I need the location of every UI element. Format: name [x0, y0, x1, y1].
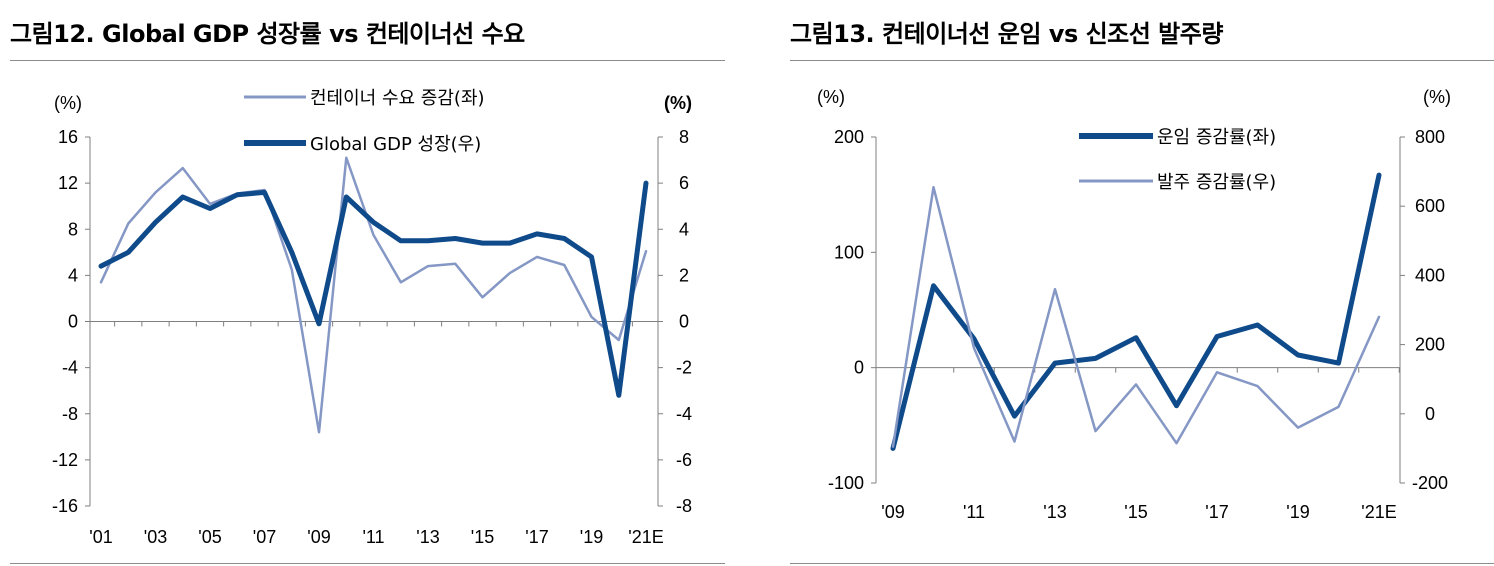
- legend-label: 발주 증감률(우): [1157, 172, 1276, 193]
- figure-12-chart: (%) (%) 16 12 8 4 0 -4 -8 -12 -16 8 6 4 2 0 -2 -4 -6 -8 '01 '…: [52, 88, 692, 547]
- x-tick-label: '03: [144, 527, 167, 547]
- left-tick-label: -12: [52, 450, 78, 470]
- x-tick-label: '19: [1286, 502, 1309, 522]
- x-tick-label: '19: [580, 527, 603, 547]
- bottom-divider: [10, 563, 725, 564]
- x-tick-label: '09: [881, 502, 904, 522]
- right-tick-label: -8: [676, 496, 692, 516]
- left-tick-label: 0: [854, 358, 864, 378]
- x-tick-label: '05: [198, 527, 221, 547]
- right-tick-label: -4: [676, 404, 692, 424]
- right-tick-label: -200: [1412, 473, 1448, 493]
- legend-label: 운임 증감률(좌): [1157, 127, 1276, 148]
- right-tick-label: 6: [679, 173, 689, 193]
- x-tick-label: '09: [307, 527, 330, 547]
- right-tick-label: 600: [1415, 196, 1445, 216]
- left-tick-label: -100: [828, 473, 864, 493]
- figure-13-panel: 그림13. 컨테이너선 운임 vs 신조선 발주량 (%) (%) 200 100 0 -…: [790, 0, 1494, 566]
- x-tick-label: '07: [253, 527, 276, 547]
- series-line-thick: [890, 172, 1382, 451]
- x-tick-label: '01: [89, 527, 112, 547]
- left-tick-label: -8: [62, 404, 78, 424]
- left-axis-unit: (%): [54, 93, 82, 113]
- left-tick-label: 200: [834, 127, 864, 147]
- x-tick-label: '21E: [628, 527, 663, 547]
- right-tick-label: 800: [1415, 127, 1445, 147]
- x-tick-label: '13: [416, 527, 439, 547]
- right-tick-label: 0: [679, 312, 689, 332]
- left-axis-unit: (%): [817, 87, 845, 107]
- x-tick-label: '21E: [1361, 502, 1396, 522]
- right-axis-unit: (%): [664, 93, 692, 113]
- right-axis-unit: (%): [1423, 87, 1451, 107]
- left-tick-label: 12: [58, 173, 78, 193]
- x-tick-label: '17: [1205, 502, 1228, 522]
- x-tick-label: '11: [963, 502, 985, 522]
- left-tick-label: 8: [68, 219, 78, 239]
- x-tick-label: '15: [1124, 502, 1147, 522]
- right-tick-label: 2: [679, 265, 689, 285]
- right-tick-label: -2: [676, 358, 692, 378]
- title-divider: [790, 60, 1494, 61]
- right-tick-label: 400: [1415, 265, 1445, 285]
- left-tick-label: 0: [68, 312, 78, 332]
- series-line-thin: [891, 185, 1381, 448]
- legend-label: 컨테이너 수요 증감(좌): [310, 88, 485, 109]
- left-tick-label: 4: [68, 265, 78, 285]
- right-tick-label: 8: [679, 127, 689, 147]
- right-tick-label: 4: [679, 219, 689, 239]
- left-tick-label: -16: [52, 496, 78, 516]
- series-line-thin: [99, 156, 648, 434]
- series-line-thick: [98, 180, 649, 398]
- figure-13-title: 그림13. 컨테이너선 운임 vs 신조선 발주량: [790, 20, 1223, 48]
- title-divider: [10, 60, 725, 61]
- bottom-divider: [790, 563, 1494, 564]
- right-tick-label: -6: [676, 450, 692, 470]
- figure-12-title: 그림12. Global GDP 성장률 vs 컨테이너선 수요: [10, 20, 525, 48]
- right-tick-label: 200: [1415, 335, 1445, 355]
- legend-label: Global GDP 성장(우): [310, 134, 481, 155]
- left-tick-label: -4: [62, 358, 78, 378]
- figure-13-chart: (%) (%) 200 100 0 -100 800 600 400 200 0 -200 '09 '11…: [817, 87, 1451, 522]
- left-tick-label: 100: [834, 242, 864, 262]
- left-tick-label: 16: [58, 127, 78, 147]
- right-tick-label: 0: [1425, 404, 1435, 424]
- x-tick-label: '15: [471, 527, 494, 547]
- x-tick-label: '13: [1043, 502, 1066, 522]
- x-tick-label: '17: [525, 527, 548, 547]
- x-tick-label: '11: [362, 527, 384, 547]
- figure-12-panel: 그림12. Global GDP 성장률 vs 컨테이너선 수요 (%) (%) 1…: [0, 0, 725, 566]
